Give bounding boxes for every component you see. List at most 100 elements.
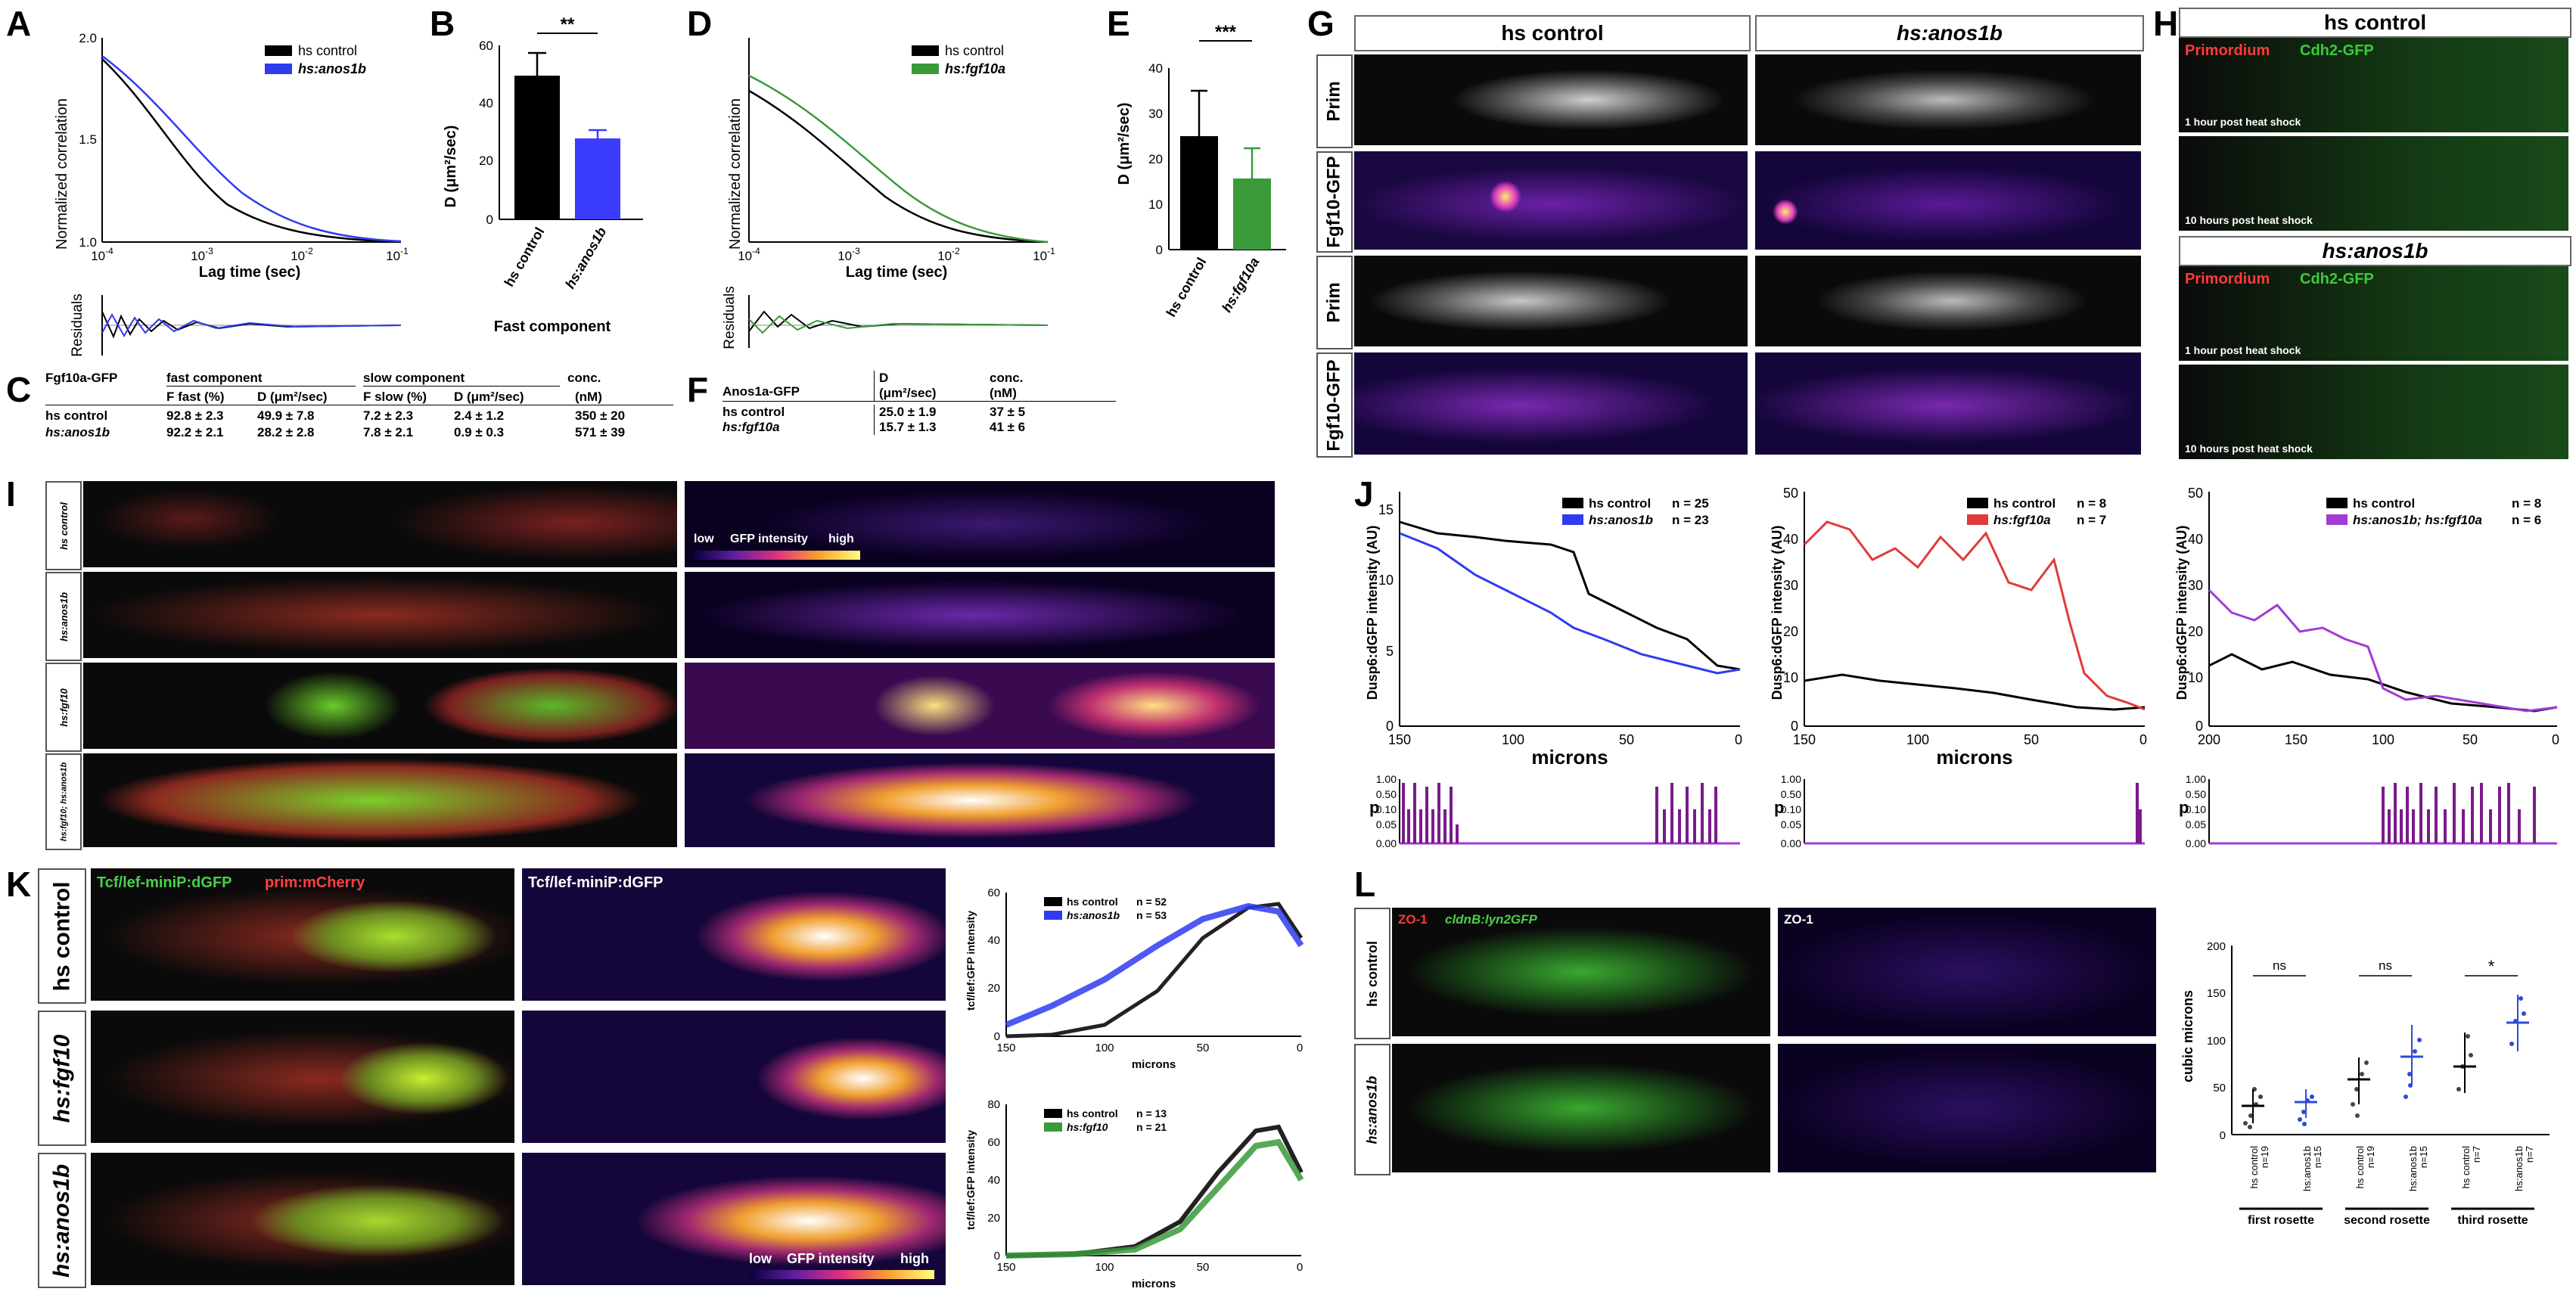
panel-j3-legend-0-n: n = 8 xyxy=(2512,496,2541,511)
panel-j1-series-control xyxy=(1399,520,1741,671)
panel-j2-ytick-1: 40 xyxy=(1783,532,1798,547)
panel-k1-ytick-0: 60 xyxy=(987,886,1000,899)
panel-k2-xlabel: microns xyxy=(1132,1278,1176,1290)
panel-j3-xtick-4: 0 xyxy=(2552,732,2559,747)
panel-a-residual-anos1b xyxy=(101,312,402,337)
panel-c-h3: conc. xyxy=(567,371,601,385)
panel-l-group-0: first rosette xyxy=(2248,1214,2314,1227)
panel-f-r0c2: 37 ± 5 xyxy=(990,405,1026,419)
panel-k1-xtick-0: 150 xyxy=(996,1042,1015,1054)
panel-b-xcat-anos1b: hs:anos1b xyxy=(562,225,609,291)
panel-letter-l: L xyxy=(1354,865,1376,904)
panel-f-h1b: (μm²/sec) xyxy=(879,386,937,400)
panel-l-img-zo1-0: ZO-1 xyxy=(1778,908,2156,1036)
panel-j1-ptick-4: 0.00 xyxy=(1376,837,1397,849)
panel-j-plot-2: Dusp6:dGFP intensity (AU) 50 40 30 20 10… xyxy=(1770,486,2147,849)
panel-k2-xtick-1: 100 xyxy=(1095,1261,1114,1274)
panel-j1-legend-1: hs:anos1b xyxy=(1589,513,1653,527)
panel-g-img-prim-anos1b-2 xyxy=(1755,256,2141,346)
panel-l-points-2 xyxy=(2351,1060,2369,1118)
panel-j2-ylabel: Dusp6:dGFP intensity (AU) xyxy=(1770,526,1785,700)
panel-d-xlabel: Lag time (sec) xyxy=(846,264,947,281)
panel-g-img-prim-control-1 xyxy=(1354,54,1748,145)
panel-l-group-2: third rosette xyxy=(2457,1214,2528,1227)
panel-f-title: Anos1a-GFP xyxy=(722,384,800,399)
panel-c-sub-2: F slow (%) xyxy=(363,390,427,404)
panel-b-xcaption: Fast component xyxy=(494,318,611,335)
panel-j3-legend-1: hs:anos1b; hs:fgf10a xyxy=(2353,513,2482,527)
panel-l-xcat-0-n: n=19 xyxy=(2259,1146,2270,1168)
panel-k2-xtick-2: 50 xyxy=(1197,1261,1210,1274)
panel-letter-f: F xyxy=(687,370,709,409)
panel-k1-ytick-1: 40 xyxy=(987,934,1000,947)
panel-i-row-1: hs:anos1b xyxy=(45,572,82,661)
panel-j1-ptick-2: 0.10 xyxy=(1376,803,1397,815)
panel-d-residual-control xyxy=(748,310,1049,332)
panel-j1-legend-swatch-1 xyxy=(1562,514,1583,525)
panel-h-caption-0: 1 hour post heat shock xyxy=(2185,116,2301,128)
panel-j3-xtick-1: 150 xyxy=(2285,732,2307,747)
panel-g-col-control: hs control xyxy=(1354,15,1751,51)
panel-k1-xtick-3: 0 xyxy=(1297,1042,1303,1054)
panel-l-ytick-0: 200 xyxy=(2207,940,2226,953)
panel-k2-legend-swatch-1 xyxy=(1044,1122,1062,1132)
panel-i-scale-low: low xyxy=(694,533,714,545)
panel-k-plot-1: tcf/lef:GFP intensity 60 40 20 0 150 100… xyxy=(965,886,1304,1071)
panel-j1-xlabel: microns xyxy=(1531,746,1608,768)
panel-j-plot-3: Dusp6:dGFP intensity (AU) 50 40 30 20 10… xyxy=(2174,486,2559,849)
panel-a-ytick-2: 1.0 xyxy=(79,235,97,250)
panel-j3-legend-0: hs control xyxy=(2353,496,2415,511)
panel-k2-ytick-1: 60 xyxy=(987,1136,1000,1149)
panel-f-table: Anos1a-GFP D (μm²/sec) conc. (nM) hs con… xyxy=(722,371,1116,435)
panel-l-xcat-1: hs:anos1b xyxy=(2301,1146,2313,1191)
panel-j2-legend-1: hs:fgf10a xyxy=(1993,513,2051,527)
panel-a-chart: Normalized correlation 2.0 1.5 1.0 10-4 … xyxy=(54,31,409,357)
panel-j2-series-fgf10a xyxy=(1803,520,2146,711)
panel-k-img-merge-0: Tcf/lef-miniP:dGFP prim:mCherry xyxy=(91,868,514,1001)
panel-d-series-control xyxy=(748,89,1049,244)
panel-l-points-3 xyxy=(2404,1038,2422,1099)
panel-l-xcat-0: hs control xyxy=(2248,1146,2260,1188)
panel-j2-ptick-3: 0.05 xyxy=(1781,818,1801,831)
panel-l-xcat-4-n: n=7 xyxy=(2471,1146,2482,1163)
panel-l-ytick-2: 100 xyxy=(2207,1035,2226,1048)
panel-c-r0c5: 350 ± 20 xyxy=(575,408,626,423)
panel-l-xcat-5-n: n=7 xyxy=(2524,1146,2535,1163)
panel-j2-legend-0-n: n = 8 xyxy=(2077,496,2106,511)
panel-l-img-merge-1 xyxy=(1392,1044,1770,1172)
panel-c-sub-4: (nM) xyxy=(575,390,602,404)
panel-k1-xtick-2: 50 xyxy=(1197,1042,1210,1054)
panel-j3-ytick-2: 30 xyxy=(2188,578,2203,593)
panel-k2-ylabel: tcf/lef:GFP intensity xyxy=(965,1130,977,1230)
panel-l-xcat-3-n: n=15 xyxy=(2418,1146,2429,1168)
panel-i-img-merge-1 xyxy=(83,572,677,658)
panel-j2-xlabel: microns xyxy=(1936,746,2012,768)
panel-j2-xtick-3: 0 xyxy=(2139,732,2147,747)
panel-a-ytick-0: 2.0 xyxy=(79,31,97,45)
panel-l-xcat-2-n: n=19 xyxy=(2365,1146,2376,1168)
panel-c-r1c3: 7.8 ± 2.1 xyxy=(363,425,414,439)
panel-letter-g: G xyxy=(1307,4,1335,43)
panel-d-ylabel: Normalized correlation xyxy=(727,98,744,250)
panel-l-ytick-1: 150 xyxy=(2207,987,2226,1000)
panel-j1-ylabel: Dusp6:dGFP intensity (AU) xyxy=(1365,526,1380,700)
panel-e-bar-fgf10a xyxy=(1233,179,1271,250)
panel-c-r0c1: 92.8 ± 2.3 xyxy=(166,408,224,423)
panel-letter-b: B xyxy=(430,4,455,43)
panel-a-xtick-0: 10-4 xyxy=(91,246,113,263)
panel-a-xtick-2: 10-2 xyxy=(291,246,313,263)
panel-k1-series-anos1b xyxy=(1005,902,1304,1028)
panel-j1-legend-swatch-0 xyxy=(1562,498,1583,508)
panel-j2-legend-swatch-0 xyxy=(1967,498,1988,508)
panel-k2-ytick-4: 0 xyxy=(994,1250,1000,1262)
panel-j2-plabel: p xyxy=(1774,798,1784,817)
panel-a-series-control xyxy=(101,58,402,244)
panel-h-caption-2: 1 hour post heat shock xyxy=(2185,344,2301,356)
panel-l-xcat-3: hs:anos1b xyxy=(2407,1146,2419,1191)
panel-l-sig-0: ns xyxy=(2273,958,2286,973)
panel-d-xtick-0: 10-4 xyxy=(738,246,760,263)
panel-h-col-control: hs control xyxy=(2179,8,2571,38)
panel-k-img-fire-1 xyxy=(522,1011,946,1143)
panel-e-ytick-2: 20 xyxy=(1148,152,1163,166)
panel-c-h1: fast component xyxy=(166,371,356,387)
